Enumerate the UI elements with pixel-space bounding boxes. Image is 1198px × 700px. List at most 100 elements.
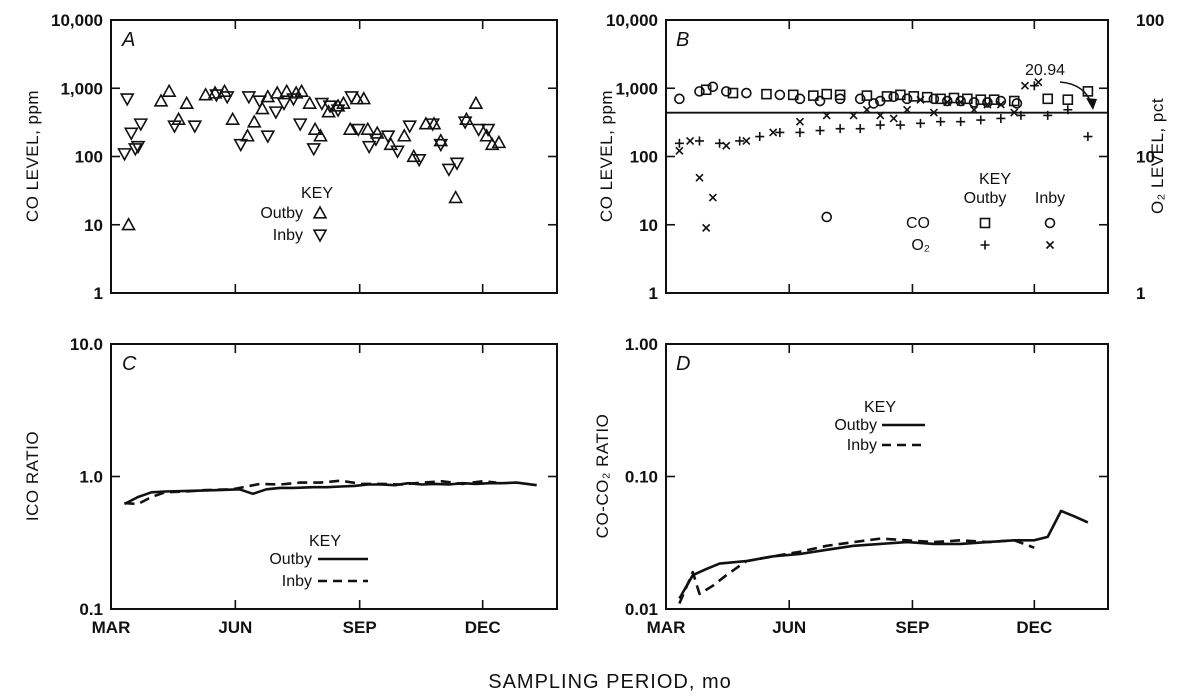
point-o-outby	[1029, 81, 1039, 91]
point-co-inby	[694, 86, 705, 97]
point-co-outby	[948, 92, 960, 104]
point-o-inby	[956, 98, 965, 107]
point-co-inby	[707, 81, 719, 93]
point-o-inby	[1010, 108, 1019, 117]
point-co-inby	[674, 93, 685, 105]
point-co-inby	[814, 95, 826, 107]
point-outby	[161, 83, 177, 97]
point-co-inby	[741, 87, 752, 99]
data-marks	[674, 78, 1094, 232]
legend-entry-outby: Outby	[260, 205, 303, 222]
y-axis-label: CO LEVEL, ppm	[597, 90, 616, 222]
panel-b: 1 10 100 1,000 10,000 1 10 100 B CO LEVEL, ppm…	[597, 11, 1167, 303]
point-co-inby	[868, 98, 879, 109]
panel-d: 0.01 0.10 1.00 MAR JUN SEP DEC D CO-CO₂ RATIO…	[593, 335, 1109, 637]
point-o-inby	[822, 111, 831, 120]
x-tick-label: DEC	[1016, 618, 1052, 637]
y2-tick-label: 1	[1136, 284, 1145, 303]
point-inby	[268, 106, 284, 120]
y-tick-label: 10.0	[70, 335, 103, 354]
legend: KEY Outby Inby	[260, 185, 333, 244]
point-co-outby	[1062, 94, 1074, 105]
point-o-outby	[915, 118, 925, 128]
legend-marker-o2-outby-shape	[980, 240, 990, 250]
point-o-inby	[695, 173, 704, 182]
point-inby	[209, 89, 224, 103]
y-tick-label: 0.01	[625, 600, 658, 619]
point-outby	[240, 128, 255, 142]
y-tick-label: 100	[630, 148, 658, 167]
point-inby	[123, 127, 139, 141]
point-inby	[276, 97, 292, 112]
point-o-inby	[983, 100, 992, 109]
point-o-inby	[702, 223, 711, 232]
point-inby	[480, 123, 496, 137]
point-inby	[219, 91, 235, 105]
point-co-inby	[941, 95, 953, 107]
y-tick-label: 1	[649, 284, 658, 303]
point-co-inby	[834, 93, 846, 105]
point-inby	[471, 123, 486, 137]
point-outby	[313, 128, 328, 142]
x-tick-label: MAR	[647, 618, 686, 637]
y-tick-label: 1,000	[60, 79, 103, 98]
point-co-outby	[1008, 95, 1020, 107]
point-co-inby	[982, 97, 993, 108]
point-inby	[306, 143, 322, 157]
legend-marker-inby	[312, 229, 328, 243]
legend-title: KEY	[864, 399, 896, 416]
data-marks	[678, 509, 1089, 605]
x-axis-title: SAMPLING PERIOD, mo	[488, 671, 732, 693]
legend: KEY Outby Inby CO O₂	[906, 171, 1065, 254]
point-co-inby	[901, 93, 913, 105]
point-inby	[425, 118, 441, 132]
point-o-outby	[936, 117, 946, 127]
x-tick-label: JUN	[218, 618, 252, 637]
point-outby	[246, 114, 262, 128]
series-line-outby	[123, 481, 537, 506]
y-axis-ticks: 0.1 1.0 10.0	[70, 335, 557, 619]
point-inby	[130, 140, 146, 155]
point-o-outby	[855, 124, 865, 134]
legend-entry-inby: Inby	[847, 437, 877, 454]
point-o-inby	[849, 111, 858, 120]
point-o-outby	[1063, 105, 1073, 115]
point-outby	[479, 128, 495, 142]
y-axis-ticks: 1 10 100 1,000 10,000	[606, 11, 1108, 303]
point-inby	[260, 130, 276, 144]
legend-marker-outby-shape	[312, 205, 328, 219]
point-o-inby	[795, 117, 805, 126]
point-o-inby	[929, 108, 938, 117]
point-o-inby	[686, 136, 695, 146]
reference-line-arrowhead	[1086, 98, 1097, 110]
point-co-inby	[774, 89, 786, 101]
point-o-outby	[715, 138, 725, 148]
legend-entry-inby: Inby	[282, 573, 312, 590]
point-inby	[380, 130, 396, 144]
y-tick-label: 100	[75, 148, 103, 167]
point-inby	[344, 91, 359, 105]
x-axis-ticks: MAR JUN SEP DEC	[647, 344, 1052, 637]
point-outby	[225, 111, 240, 125]
point-inby	[441, 163, 457, 177]
legend-marker-co-inby-shape	[1044, 217, 1056, 229]
point-o-inby	[1020, 81, 1030, 90]
y-tick-label: 1.0	[79, 468, 103, 487]
point-co-inby	[968, 97, 980, 108]
y-axis-label: ICO RATIO	[23, 431, 42, 521]
point-o-inby	[903, 105, 912, 114]
point-o-inby	[708, 193, 717, 202]
y-axis-ticks: 0.01 0.10 1.00	[625, 335, 1108, 619]
x-tick-label: MAR	[92, 618, 131, 637]
panel-letter: C	[122, 353, 137, 375]
x-tick-label: SEP	[895, 618, 929, 637]
point-o-inby	[742, 136, 751, 146]
legend-entry-outby: Outby	[269, 551, 312, 568]
data-marks	[123, 479, 537, 506]
point-outby	[369, 125, 385, 139]
y-tick-label: 10,000	[51, 11, 103, 30]
point-o-outby	[755, 132, 765, 142]
point-o-inby	[916, 95, 925, 104]
point-outby	[491, 134, 507, 149]
